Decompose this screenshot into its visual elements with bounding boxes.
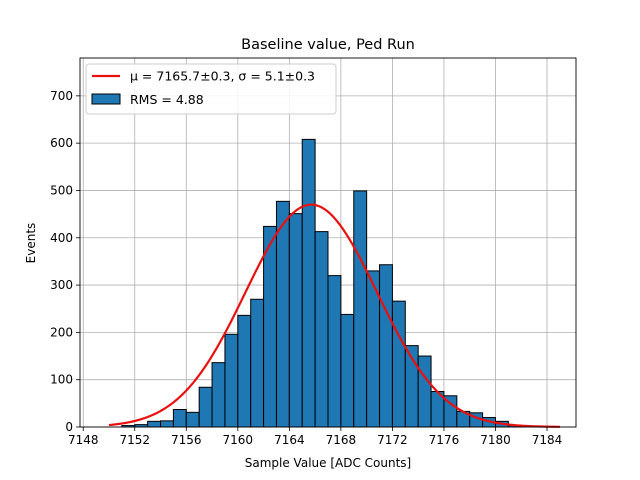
legend-box xyxy=(85,63,337,115)
histogram-bar xyxy=(237,314,252,428)
histogram-bar xyxy=(417,355,432,428)
plot-frame xyxy=(79,57,577,428)
legend-fit-label: μ = 7165.7±0.3, σ = 5.1±0.3 xyxy=(130,69,315,84)
x-tick-label: 7148 xyxy=(68,433,99,447)
x-axis-ticks: 7148 7152 7156 7160 7164 7168 7172 7176 7180 7184 xyxy=(68,427,562,447)
histogram-bar xyxy=(340,313,355,428)
y-tick-label: 700 xyxy=(50,89,73,103)
x-tick-label: 7164 xyxy=(274,433,305,447)
x-tick-label: 7152 xyxy=(119,433,150,447)
histogram-bar xyxy=(288,213,303,428)
x-tick-label: 7156 xyxy=(171,433,202,447)
y-tick-label: 0 xyxy=(65,420,73,434)
y-tick-label: 600 xyxy=(50,136,73,150)
histogram-bar xyxy=(211,362,226,428)
histogram-bars xyxy=(121,138,522,428)
x-tick-label: 7168 xyxy=(326,433,357,447)
x-tick-label: 7184 xyxy=(532,433,563,447)
legend-histogram-swatch xyxy=(91,93,121,105)
histogram-bar xyxy=(160,420,174,428)
y-tick-label: 200 xyxy=(50,325,73,339)
legend-histogram-label: RMS = 4.88 xyxy=(130,92,204,107)
y-axis-ticks: 0 100 200 300 400 500 600 700 xyxy=(50,89,80,434)
legend-fit-sigma: σ = 5.1±0.3 xyxy=(238,69,315,84)
histogram-bar xyxy=(263,225,277,428)
y-tick-label: 400 xyxy=(50,231,73,245)
x-tick-label: 7176 xyxy=(429,433,460,447)
gaussian-fit-curve xyxy=(108,203,560,428)
x-tick-label: 7160 xyxy=(223,433,254,447)
legend: μ = 7165.7±0.3, σ = 5.1±0.3 RMS = 4.88 xyxy=(85,63,337,115)
histogram-bar xyxy=(275,200,290,428)
histogram-bar xyxy=(147,420,162,428)
y-axis-label: Events xyxy=(24,223,38,264)
chart-title: Baseline value, Ped Run xyxy=(241,37,415,53)
legend-fit-mu: μ = 7165.7±0.3 xyxy=(130,69,230,84)
histogram-bar xyxy=(185,411,200,428)
histogram-bar xyxy=(250,298,265,428)
x-tick-label: 7180 xyxy=(480,433,511,447)
histogram-bar xyxy=(391,300,406,428)
histogram-bar xyxy=(379,264,393,428)
histogram-bar xyxy=(224,333,239,428)
y-tick-label: 100 xyxy=(50,373,73,387)
x-axis-label: Sample Value [ADC Counts] xyxy=(245,456,411,470)
histogram-bar xyxy=(198,386,213,428)
x-tick-label: 7172 xyxy=(377,433,408,447)
histogram-bar xyxy=(353,190,368,428)
histogram-bar xyxy=(301,138,316,428)
histogram-bar xyxy=(314,231,329,428)
y-tick-label: 500 xyxy=(50,183,73,197)
histogram-bar xyxy=(327,275,342,428)
y-tick-label: 300 xyxy=(50,278,73,292)
histogram-bar xyxy=(172,408,187,428)
